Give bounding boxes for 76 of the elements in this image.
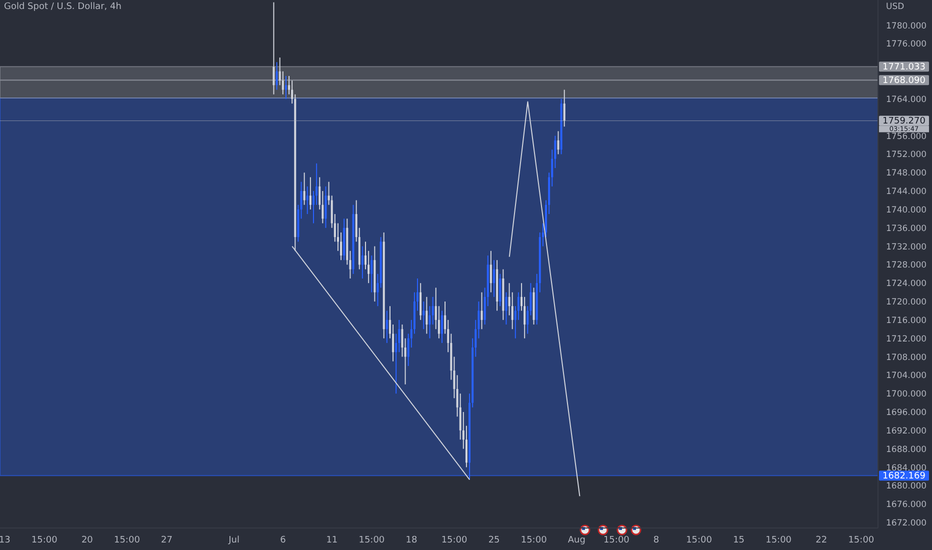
candlestick	[492, 260, 495, 298]
y-tick-label: 1692.000	[886, 426, 927, 436]
candlestick	[404, 338, 406, 385]
candlestick	[426, 296, 428, 334]
x-tick-label: 15:00	[520, 535, 548, 546]
x-tick-label: 15	[733, 535, 745, 546]
candlestick	[499, 273, 502, 307]
candlestick	[300, 181, 302, 220]
y-tick-label: 1748.000	[886, 168, 927, 179]
candlestick	[376, 273, 379, 307]
y-tick-label: 1740.000	[886, 205, 927, 216]
candlestick	[306, 186, 308, 215]
y-tick-label: 1764.000	[886, 94, 927, 105]
candlestick	[276, 62, 278, 90]
x-tick-label: 27	[161, 535, 172, 546]
x-tick-label: 15:00	[31, 535, 58, 546]
x-tick-label: 22	[816, 535, 828, 546]
candlestick	[386, 310, 388, 344]
band-label: 1682.169	[882, 472, 926, 482]
candlestick	[284, 75, 287, 100]
candlestick	[505, 292, 508, 326]
candlestick	[303, 172, 306, 206]
ref-line-label: 1759.270	[882, 116, 926, 127]
x-tick-label: 15:00	[441, 535, 468, 546]
candlestick	[324, 186, 327, 228]
band-label: 1768.090	[882, 76, 926, 86]
y-tick-label: 1704.000	[886, 371, 927, 382]
x-tick-label: Aug	[568, 535, 586, 546]
candlestick	[309, 176, 312, 210]
y-tick-label: 1716.000	[886, 316, 927, 326]
y-tick-label: 1720.000	[886, 298, 927, 308]
band-label: 1771.033	[882, 62, 926, 73]
y-tick-label: 1732.000	[886, 242, 927, 252]
y-tick-label: 1696.000	[886, 408, 927, 418]
x-tick-label: 8	[653, 535, 660, 546]
y-tick-label: 1736.000	[886, 224, 927, 234]
candlestick	[490, 250, 492, 293]
y-tick-label: 1676.000	[886, 500, 927, 510]
y-tick-label: 1712.000	[886, 334, 927, 344]
candlestick	[440, 310, 443, 344]
x-tick-label: 11	[326, 535, 338, 546]
x-tick-label: 15:00	[114, 535, 140, 546]
y-tick-label: 1728.000	[886, 260, 927, 271]
y-tick-label: 1752.000	[886, 150, 927, 160]
y-tick-label: 1680.000	[886, 482, 927, 492]
x-tick-label: 18	[406, 535, 418, 546]
x-tick-label: 20	[81, 535, 94, 546]
y-tick-label: 1756.000	[886, 132, 927, 142]
candlestick	[272, 2, 275, 95]
x-tick-label: 25	[488, 535, 500, 546]
y-tick-label: 1776.000	[886, 40, 927, 50]
candlestick	[420, 282, 422, 320]
x-tick-label: Jul	[228, 535, 240, 546]
y-tick-label: 1708.000	[886, 352, 927, 363]
candlestick	[401, 324, 404, 358]
y-tick-label: 1780.000	[886, 21, 927, 32]
y-tick-label: 1744.000	[886, 187, 927, 198]
candlestick	[557, 130, 560, 155]
x-tick-label: 15:00	[848, 535, 874, 546]
x-tick-label: 15:00	[358, 535, 385, 546]
x-tick-label: 15:00	[603, 535, 630, 546]
y-axis-title: USD	[886, 2, 905, 12]
candlestick	[480, 292, 483, 330]
candlestick	[563, 89, 566, 128]
chart-title: Gold Spot / U.S. Dollar, 4h	[4, 2, 122, 12]
y-tick-label: 1700.000	[886, 390, 927, 400]
y-tick-label: 1672.000	[886, 518, 927, 528]
candlestick	[361, 246, 364, 279]
y-tick-label: 1724.000	[886, 279, 927, 290]
y-tick-label: 1688.000	[886, 444, 927, 455]
candlestick	[370, 254, 373, 293]
x-tick-label: 13	[0, 535, 10, 546]
candlestick	[422, 301, 425, 330]
x-tick-label: 6	[280, 535, 286, 546]
x-tick-label: 15:00	[766, 535, 792, 546]
x-tick-label: 15:00	[686, 535, 712, 546]
